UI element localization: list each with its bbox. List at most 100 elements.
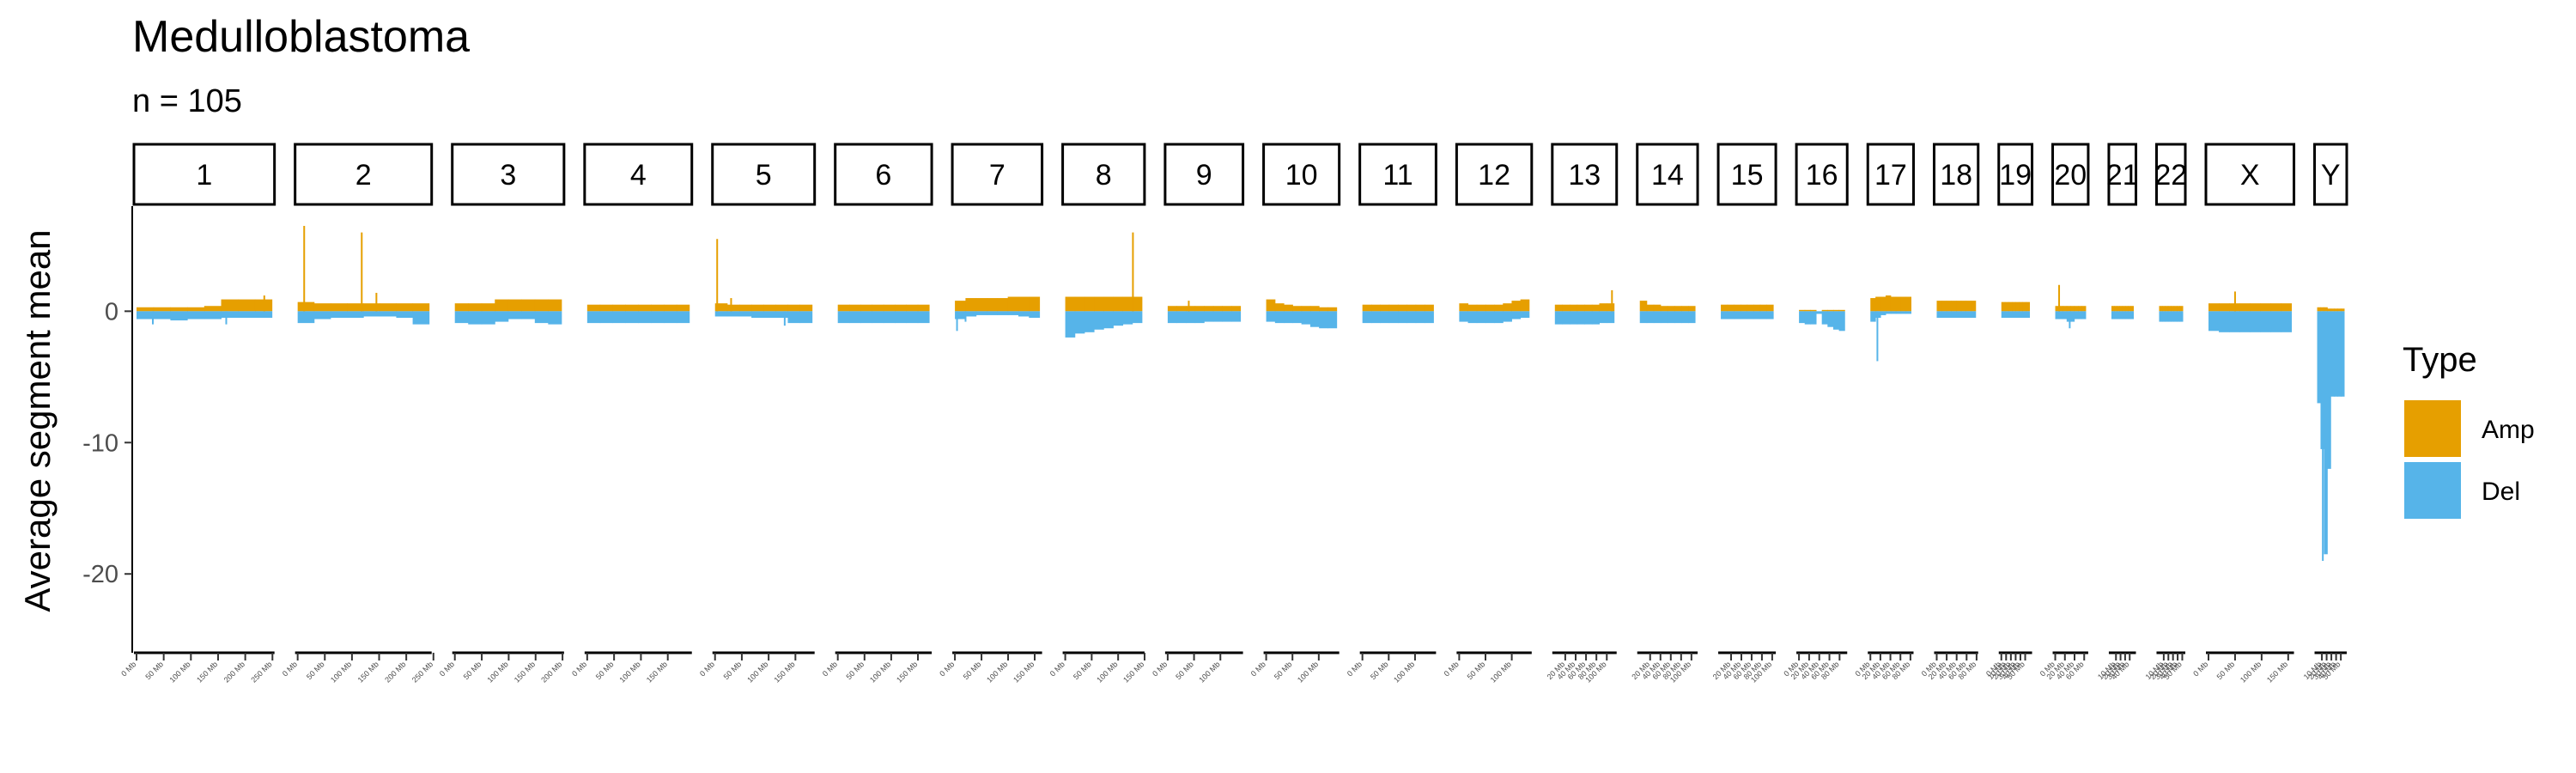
del-bar [1885,311,1892,314]
amp-bar [1827,309,1834,312]
amp-bar [1674,306,1682,312]
amp-bar [1584,304,1593,312]
amp-bar [1301,306,1311,312]
strip-label: 8 [1096,159,1112,192]
strip-box [1061,143,1146,206]
amp-bar [975,298,987,312]
del-bar [1674,311,1682,324]
del-bar [2281,311,2293,332]
amp-bar [313,303,331,312]
del-bar [1520,311,1530,318]
del-bar [965,311,977,317]
del-bar [2012,311,2016,318]
del-bar [1204,311,1214,322]
del-bar [1327,311,1338,329]
x-tick-label: 150 Mb [645,660,669,684]
amp-bar [1753,304,1761,312]
del-bar [1832,311,1840,330]
del-bar [1639,311,1648,324]
amp-bar [2334,308,2338,312]
del-bar [955,311,966,320]
amp-bar [2260,303,2271,312]
del-bar [2119,311,2123,320]
x-tick-label: 150 Mb [1121,660,1145,684]
amp-bar [1870,298,1876,312]
x-tick-label: 50 Mb [844,660,866,681]
chart-title: Medulloblastoma [132,12,470,62]
chart-subtitle: n = 105 [132,83,242,119]
amp-bar [2219,303,2230,312]
amp-bar [2114,306,2117,312]
strip-label: 12 [1478,159,1510,192]
del-bar [612,311,626,324]
x-tick-label: 50 Mb [1273,660,1294,681]
amp-bar [1875,296,1881,312]
strip-label: 10 [1285,159,1318,192]
del-bar [2239,311,2251,332]
del-bar [1880,311,1886,315]
strip-box [2204,143,2296,206]
strip-box [451,143,566,206]
x-tick-label: 50 Mb [305,660,326,681]
x-tick-label: 150 Mb [513,660,537,684]
amp-bar [612,304,626,312]
strip-label: 19 [1999,159,2032,192]
amp-bar [2128,306,2131,312]
amp-bar [521,299,536,312]
amp-bar [2317,307,2321,312]
amp-bar [1880,296,1886,312]
amp-bar [1485,304,1495,312]
del-bar [1667,311,1675,324]
del-bar [2019,311,2023,318]
amp-bar [221,299,239,312]
strip-box [132,143,276,206]
del-bar [2055,311,2060,320]
del-bar [2171,311,2175,322]
del-bar [1467,311,1478,324]
del-bar [1284,311,1293,324]
del-bar [1074,311,1085,334]
del-bar [412,311,430,325]
del-bar [1753,311,1761,320]
strip-box [1455,143,1534,206]
amp-bar [1103,296,1114,312]
del-bar [2173,311,2178,322]
amp-bar [2015,301,2020,312]
x-tick-label: 100 Mb [1489,660,1513,684]
amp-bar [651,304,665,312]
del-bar [1494,311,1504,324]
del-bar [2015,311,2020,318]
amp-bar [2281,303,2293,312]
del-bar [1007,311,1019,315]
amp-bar [396,303,414,312]
strip-label: 2 [355,159,372,192]
del-bar [714,311,728,317]
x-tick-label: 50 Mb [2215,660,2237,681]
amp-bar [1810,309,1817,312]
amp-bar [1734,304,1741,312]
amp-bar [1941,301,1947,312]
amp-bar [380,303,397,312]
del-bar [2128,311,2131,320]
amp-bar [1204,306,1214,312]
del-bar [799,311,813,324]
del-bar [534,311,549,324]
y-tick-label: -20 [82,561,118,588]
x-tick-label: 50 Mb [143,660,165,681]
x-tick-label: 150 Mb [895,660,919,684]
del-bar [1554,311,1563,325]
x-tick-label: 100 Mb [745,660,769,684]
del-bar [1870,311,1876,322]
strip-box [1163,143,1245,206]
amp-bar [137,307,155,312]
del-bar [468,311,483,325]
x-tick-label: 100 Mb [618,660,642,684]
strip-box [2313,143,2348,206]
legend-key-amp [2404,400,2461,457]
del-bar [1562,311,1571,325]
amp-bar [1327,307,1338,312]
